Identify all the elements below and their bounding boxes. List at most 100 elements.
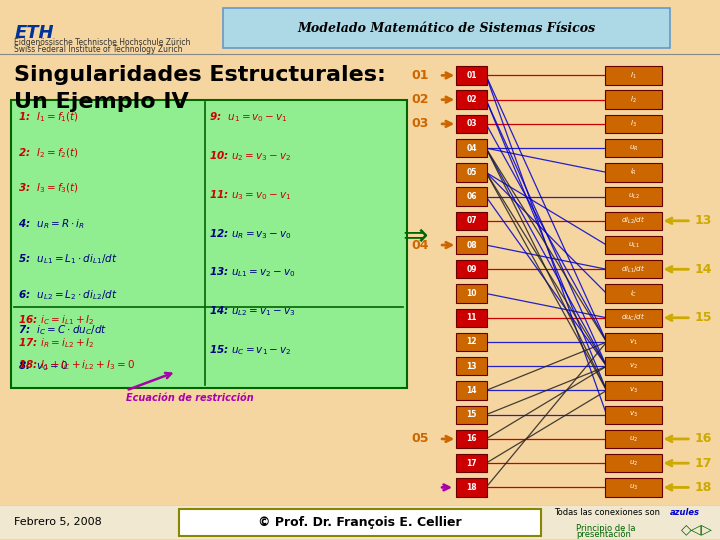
Text: 05: 05 xyxy=(411,433,428,446)
Text: $v_3$: $v_3$ xyxy=(629,386,638,395)
Text: 2:  $I_2 = f_2(t)$: 2: $I_2 = f_2(t)$ xyxy=(18,146,79,159)
FancyBboxPatch shape xyxy=(605,308,662,327)
Text: 14: 14 xyxy=(467,386,477,395)
Text: 03: 03 xyxy=(411,117,428,130)
FancyBboxPatch shape xyxy=(0,507,720,538)
Text: $u_2$: $u_2$ xyxy=(629,458,638,468)
Text: $v_1$: $v_1$ xyxy=(629,338,638,347)
FancyBboxPatch shape xyxy=(456,357,487,375)
Text: 09: 09 xyxy=(467,265,477,274)
Text: 17: $i_R = i_{L2} + I_2$: 17: $i_R = i_{L2} + I_2$ xyxy=(18,336,94,350)
FancyBboxPatch shape xyxy=(605,333,662,351)
FancyBboxPatch shape xyxy=(456,236,487,254)
Text: $I_1$: $I_1$ xyxy=(630,70,637,80)
Text: $di_{L2}/dt$: $di_{L2}/dt$ xyxy=(621,215,646,226)
FancyBboxPatch shape xyxy=(605,91,662,109)
Text: $di_{L1}/dt$: $di_{L1}/dt$ xyxy=(621,264,646,275)
Text: 13: 13 xyxy=(695,214,712,227)
FancyBboxPatch shape xyxy=(605,406,662,424)
Text: 18: $I_1 + i_C + i_{L2} + I_3 = 0$: 18: $I_1 + i_C + i_{L2} + I_3 = 0$ xyxy=(18,359,135,373)
Text: 4:  $u_R = R \cdot i_R$: 4: $u_R = R \cdot i_R$ xyxy=(18,217,85,231)
Text: 16: 16 xyxy=(467,435,477,443)
FancyBboxPatch shape xyxy=(605,454,662,472)
FancyBboxPatch shape xyxy=(456,308,487,327)
FancyBboxPatch shape xyxy=(456,187,487,206)
Text: 06: 06 xyxy=(467,192,477,201)
Text: 6:  $u_{L2} = L_2 \cdot di_{L2}/dt$: 6: $u_{L2} = L_2 \cdot di_{L2}/dt$ xyxy=(18,288,118,302)
Text: $i_C$: $i_C$ xyxy=(630,288,637,299)
Text: 11: $u_3 = v_0 - v_1$: 11: $u_3 = v_0 - v_1$ xyxy=(209,188,291,202)
FancyBboxPatch shape xyxy=(11,100,407,388)
Text: Modelado Matemático de Sistemas Físicos: Modelado Matemático de Sistemas Físicos xyxy=(297,22,595,35)
Text: Singularidades Estructurales:: Singularidades Estructurales: xyxy=(14,65,386,85)
Text: 13: $u_{L1} = v_2 - v_0$: 13: $u_{L1} = v_2 - v_0$ xyxy=(209,266,295,279)
Text: 15: 15 xyxy=(467,410,477,419)
Text: $du_C/dt$: $du_C/dt$ xyxy=(621,312,646,323)
Text: 8:  $v_0 = 0$: 8: $v_0 = 0$ xyxy=(18,359,68,373)
Text: 08: 08 xyxy=(467,240,477,249)
Text: $\Rightarrow$: $\Rightarrow$ xyxy=(397,221,429,251)
Text: © Prof. Dr. François E. Cellier: © Prof. Dr. François E. Cellier xyxy=(258,516,462,529)
Text: Ecuación de restricción: Ecuación de restricción xyxy=(126,393,253,403)
Text: $u_{L1}$: $u_{L1}$ xyxy=(628,240,639,249)
FancyBboxPatch shape xyxy=(223,8,670,49)
Text: 02: 02 xyxy=(467,95,477,104)
FancyBboxPatch shape xyxy=(605,66,662,85)
Text: 13: 13 xyxy=(467,362,477,371)
Text: Un Ejemplo IV: Un Ejemplo IV xyxy=(14,92,189,112)
Text: 14: $u_{L2} = v_1 - v_3$: 14: $u_{L2} = v_1 - v_3$ xyxy=(209,305,295,318)
Text: 17: 17 xyxy=(467,458,477,468)
FancyBboxPatch shape xyxy=(605,163,662,181)
FancyBboxPatch shape xyxy=(456,381,487,400)
FancyBboxPatch shape xyxy=(605,381,662,400)
Text: 12: $u_R = v_3 - v_0$: 12: $u_R = v_3 - v_0$ xyxy=(209,227,292,240)
FancyBboxPatch shape xyxy=(456,478,487,497)
Text: 7:  $i_C = C \cdot du_C/dt$: 7: $i_C = C \cdot du_C/dt$ xyxy=(18,323,107,338)
Text: $I_2$: $I_2$ xyxy=(630,94,637,105)
FancyBboxPatch shape xyxy=(456,163,487,181)
Text: 02: 02 xyxy=(411,93,428,106)
Text: presentación: presentación xyxy=(576,530,631,539)
Text: 17: 17 xyxy=(695,457,712,470)
Text: 05: 05 xyxy=(467,168,477,177)
FancyBboxPatch shape xyxy=(456,260,487,279)
FancyBboxPatch shape xyxy=(605,357,662,375)
FancyBboxPatch shape xyxy=(605,478,662,497)
FancyBboxPatch shape xyxy=(456,91,487,109)
Text: Todas las conexiones son: Todas las conexiones son xyxy=(554,508,663,517)
Text: $v_2$: $v_2$ xyxy=(629,362,638,371)
Text: 10: 10 xyxy=(467,289,477,298)
FancyBboxPatch shape xyxy=(605,187,662,206)
Text: ◇◁▷: ◇◁▷ xyxy=(681,522,713,536)
Text: $u_R$: $u_R$ xyxy=(629,144,638,153)
FancyBboxPatch shape xyxy=(605,236,662,254)
Text: $u_2$: $u_2$ xyxy=(629,434,638,443)
Text: 15: $u_C = v_1 - v_2$: 15: $u_C = v_1 - v_2$ xyxy=(209,343,292,357)
FancyBboxPatch shape xyxy=(605,114,662,133)
FancyBboxPatch shape xyxy=(605,430,662,448)
FancyBboxPatch shape xyxy=(456,212,487,230)
Text: $u_{L2}$: $u_{L2}$ xyxy=(628,192,639,201)
Text: 12: 12 xyxy=(467,338,477,347)
FancyBboxPatch shape xyxy=(456,114,487,133)
FancyBboxPatch shape xyxy=(456,430,487,448)
Text: 04: 04 xyxy=(411,239,428,252)
FancyBboxPatch shape xyxy=(605,212,662,230)
Text: azules: azules xyxy=(670,508,700,517)
Text: 16: 16 xyxy=(695,433,712,446)
Text: 03: 03 xyxy=(467,119,477,129)
Text: 3:  $I_3 = f_3(t)$: 3: $I_3 = f_3(t)$ xyxy=(18,181,79,195)
Text: 16: $i_C = i_{L1} + I_2$: 16: $i_C = i_{L1} + I_2$ xyxy=(18,313,94,327)
FancyBboxPatch shape xyxy=(456,333,487,351)
FancyBboxPatch shape xyxy=(605,260,662,279)
Text: 01: 01 xyxy=(467,71,477,80)
Text: 1:  $I_1 = f_1(t)$: 1: $I_1 = f_1(t)$ xyxy=(18,110,79,124)
FancyBboxPatch shape xyxy=(456,139,487,157)
FancyBboxPatch shape xyxy=(456,454,487,472)
Text: 07: 07 xyxy=(467,217,477,225)
Text: Eidgenössische Technische Hochschule Zürich: Eidgenössische Technische Hochschule Zür… xyxy=(14,38,191,46)
Text: $i_R$: $i_R$ xyxy=(630,167,637,178)
Text: Principio de la: Principio de la xyxy=(576,524,636,534)
Text: 04: 04 xyxy=(467,144,477,153)
FancyBboxPatch shape xyxy=(456,66,487,85)
